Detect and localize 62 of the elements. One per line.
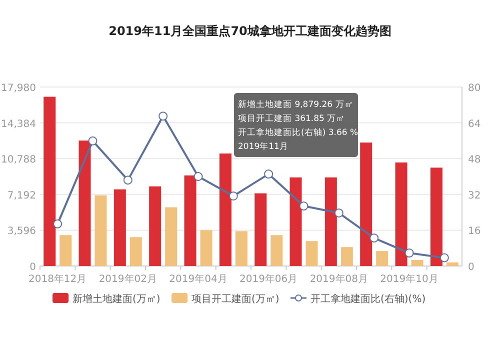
y2-tick-label: 48 [468, 154, 481, 166]
bar [200, 230, 212, 266]
bar [184, 175, 196, 266]
y-tick-label: 10,788 [1, 154, 36, 166]
x-tick-label: 2019年08月 [310, 273, 368, 285]
point [123, 176, 132, 185]
bar [254, 193, 267, 266]
x-tick-label: 2019年02月 [98, 273, 158, 285]
bar [219, 154, 232, 266]
bar [114, 189, 126, 266]
chart-title: 2019年11月全国重点70城拿地开工建面变化趋势图 [108, 24, 392, 38]
annotation: 2019年11月 [238, 141, 288, 152]
y2-tick-label: 16 [468, 226, 481, 238]
bar [306, 241, 318, 266]
bar [324, 177, 337, 266]
annotation: 项目开工建面 361.85 万㎡ [238, 113, 346, 124]
point [264, 170, 274, 179]
x-tick-label: 2019年04月 [169, 273, 228, 285]
bar [130, 237, 142, 266]
y-tick-label: 3,596 [7, 226, 36, 238]
point [299, 202, 308, 211]
point [334, 208, 344, 218]
bar [446, 262, 458, 266]
bar [270, 235, 283, 266]
y2-tick-label: 64 [468, 118, 481, 130]
point [53, 219, 62, 228]
bar [149, 186, 162, 266]
bar [376, 251, 388, 266]
bar [94, 195, 107, 266]
point [440, 253, 449, 262]
bar [340, 247, 353, 266]
point [404, 248, 414, 258]
bar [290, 177, 302, 266]
y-tick-label: 17,980 [1, 83, 36, 94]
bar [430, 168, 442, 266]
legend-label: 开工拿地建面比(右轴)(%) [310, 293, 426, 305]
legend-label: 项目开工建面(万㎡) [192, 293, 280, 305]
bar [78, 140, 91, 266]
y-tick-label: 0 [30, 262, 36, 273]
legend-label: 新增土地建面(万㎡) [72, 293, 160, 305]
y2-tick-label: 0 [468, 262, 474, 273]
point [158, 112, 168, 121]
point [370, 234, 379, 243]
x-tick-label: 2019年10月 [380, 273, 438, 285]
point [228, 191, 238, 200]
bar [235, 231, 248, 266]
annotation: 开工拿地建面比(右轴) 3.66 % [238, 127, 358, 138]
x-tick-label: 2018年12月 [28, 273, 87, 285]
bar [60, 235, 72, 266]
y2-tick-label: 80 [468, 83, 481, 94]
annotation: 新增土地建面 9,879.26 万㎡ [238, 99, 354, 110]
bar [411, 260, 424, 266]
bar [360, 142, 372, 266]
y-tick-label: 7,192 [7, 190, 36, 202]
point [194, 172, 203, 181]
x-tick-label: 2019年06月 [239, 273, 298, 285]
bar [44, 96, 56, 266]
bar [395, 162, 408, 266]
point [88, 136, 98, 146]
bar [165, 207, 178, 266]
y-tick-label: 14,384 [1, 118, 36, 130]
y2-tick-label: 32 [468, 190, 481, 202]
